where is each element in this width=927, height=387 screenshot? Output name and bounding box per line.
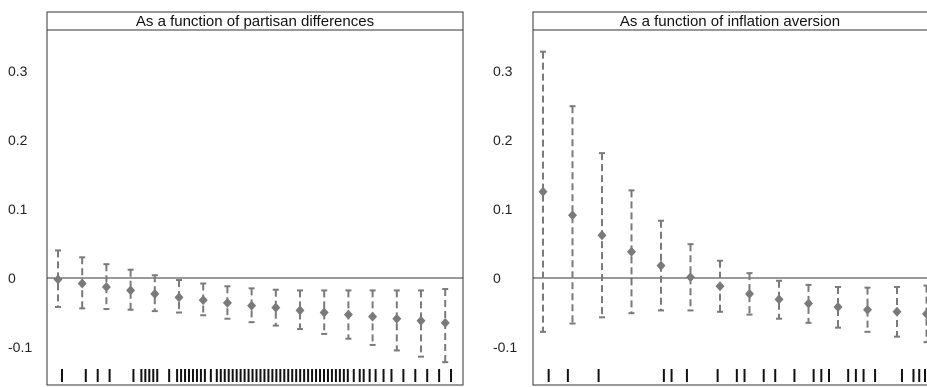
left-point-marker — [392, 313, 402, 324]
right-error-bar — [540, 50, 546, 333]
left-error-bar — [127, 268, 134, 311]
right-error-bar — [746, 272, 753, 316]
right-point-marker — [686, 272, 695, 283]
left-marks — [53, 249, 450, 364]
right-y-tick-label: 0.3 — [493, 63, 513, 79]
right-point-marker — [745, 288, 754, 299]
left-panel: As a function of partisan differences 0.… — [8, 11, 464, 386]
right-point-marker — [863, 304, 872, 315]
right-point-marker — [804, 298, 813, 309]
left-point-marker — [53, 274, 63, 285]
right-point-marker — [656, 260, 666, 271]
left-point-marker — [247, 300, 257, 311]
left-panel-frame — [46, 11, 464, 386]
right-y-tick-label: 0 — [493, 270, 501, 286]
left-y-tick-label: 0 — [8, 270, 16, 286]
left-point-marker — [222, 297, 232, 308]
right-panel-frame — [532, 11, 927, 386]
left-point-marker — [416, 315, 426, 326]
left-error-bar — [393, 289, 400, 352]
right-point-marker — [627, 246, 636, 257]
left-panel-title: As a function of partisan differences — [136, 13, 374, 30]
left-rug — [60, 369, 453, 382]
left-y-tick-label: 0.3 — [8, 63, 28, 79]
left-point-marker — [77, 278, 87, 289]
left-point-marker — [174, 292, 184, 303]
right-y-ticks: 0.3 0.2 0.1 0 -0.1 — [493, 63, 927, 355]
left-panel-title-box — [46, 11, 464, 31]
right-y-tick-label: 0.1 — [493, 201, 513, 217]
left-point-marker — [271, 302, 281, 313]
right-marks — [538, 50, 927, 344]
right-error-bar — [776, 279, 782, 320]
right-point-marker — [892, 306, 902, 317]
right-point-marker — [715, 281, 725, 292]
left-point-marker — [150, 288, 160, 299]
right-point-marker — [774, 294, 784, 305]
left-y-tick-label: 0.2 — [8, 132, 28, 148]
right-point-marker — [833, 301, 843, 312]
right-point-marker — [922, 308, 927, 319]
right-panel-title: As a function of inflation aversion — [620, 13, 840, 30]
left-point-marker — [295, 305, 305, 316]
right-error-bar — [835, 285, 841, 329]
left-point-marker — [101, 281, 111, 292]
right-y-tick-label: 0.2 — [493, 132, 513, 148]
right-point-marker — [568, 210, 577, 221]
right-point-marker — [538, 186, 548, 197]
right-panel-title-box — [532, 11, 927, 31]
right-error-bar — [569, 105, 576, 325]
left-point-marker — [343, 309, 353, 320]
left-point-marker — [319, 307, 329, 318]
right-error-bar — [805, 283, 812, 324]
left-y-ticks: 0.3 0.2 0.1 0 -0.1 — [8, 63, 463, 355]
left-error-bar — [297, 289, 303, 331]
left-point-marker — [126, 285, 136, 296]
right-rug — [547, 369, 926, 382]
right-y-tick-label: -0.1 — [493, 339, 517, 355]
left-y-tick-label: -0.1 — [8, 339, 32, 355]
left-y-tick-label: 0.1 — [8, 201, 28, 217]
left-point-marker — [368, 311, 378, 322]
left-point-marker — [198, 295, 208, 306]
left-point-marker — [440, 317, 450, 328]
right-panel: As a function of inflation aversion 0.30… — [493, 11, 927, 386]
left-error-bar — [321, 289, 328, 335]
right-point-marker — [597, 230, 607, 241]
